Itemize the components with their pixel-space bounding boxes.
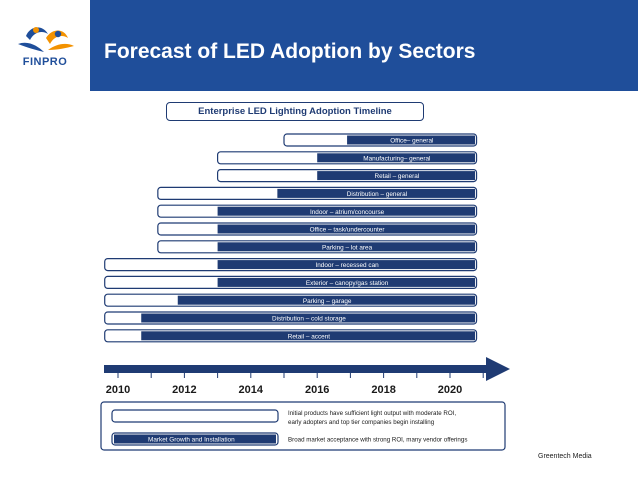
x-tick-label: 2016: [305, 384, 329, 396]
timeline-bar-filled: [317, 153, 476, 163]
timeline-bar-label: Distribution – cold storage: [272, 316, 346, 323]
timeline-bar-filled: [347, 135, 476, 145]
page-title: Forecast of LED Adoption by Sectors: [104, 40, 476, 63]
legend-filled-label: Market Growth and Installation: [148, 437, 235, 444]
timeline-bar-filled: [217, 206, 476, 216]
timeline-bar-filled: [217, 277, 476, 287]
timeline-bar-label: Parking – garage: [303, 298, 352, 305]
x-tick-label: 2014: [239, 384, 264, 396]
timeline-bar-label: Parking – lot area: [322, 244, 373, 251]
x-tick-label: 2010: [106, 384, 130, 396]
source-credit: Greentech Media: [538, 453, 592, 460]
timeline-bar-label: Office – task/undercounter: [310, 227, 386, 234]
x-tick-label: 2018: [371, 384, 395, 396]
x-tick-label: 2012: [172, 384, 196, 396]
timeline-bar-filled: [141, 313, 476, 323]
timeline-bar-label: Manufacturing– general: [363, 155, 430, 162]
timeline-bar-label: Indoor – atrium/concourse: [310, 209, 385, 216]
timeline-bar-label: Exterior – canopy/gas station: [306, 280, 389, 287]
legend-filled-text: Broad market acceptance with strong ROI,…: [288, 437, 467, 444]
legend-outline-text: early adopters and top tier companies be…: [288, 419, 435, 426]
timeline-bar-filled: [177, 295, 476, 305]
finpro-logo: FINPRO: [0, 0, 90, 91]
timeline-bar-filled: [141, 331, 476, 341]
logo-text: FINPRO: [22, 56, 68, 68]
timeline-bar-filled: [217, 242, 476, 252]
timeline-bar-label: Retail – accent: [288, 333, 330, 340]
legend-outline-text: Initial products have sufficient light o…: [288, 410, 456, 417]
timeline-bar-filled: [217, 224, 476, 234]
header-bar: [0, 0, 638, 91]
timeline-bar-label: Retail – general: [374, 173, 419, 180]
legend-swatch-filled: [114, 434, 276, 444]
chart-title: Enterprise LED Lighting Adoption Timelin…: [166, 102, 424, 121]
timeline-bar-filled: [217, 260, 476, 270]
timeline-bar-label: Distribution – general: [347, 191, 407, 198]
finpro-logo-icon: [18, 27, 74, 52]
timeline-axis: [104, 365, 492, 373]
x-tick-label: 2020: [438, 384, 462, 396]
legend-swatch-outline: [111, 409, 279, 423]
timeline-bar-filled: [277, 188, 476, 198]
timeline-axis-arrow: [486, 357, 510, 381]
timeline-bar-label: Office– general: [390, 138, 433, 145]
timeline-bar-filled: [317, 171, 476, 181]
timeline-bar-label: Indoor – recessed can: [315, 262, 379, 269]
